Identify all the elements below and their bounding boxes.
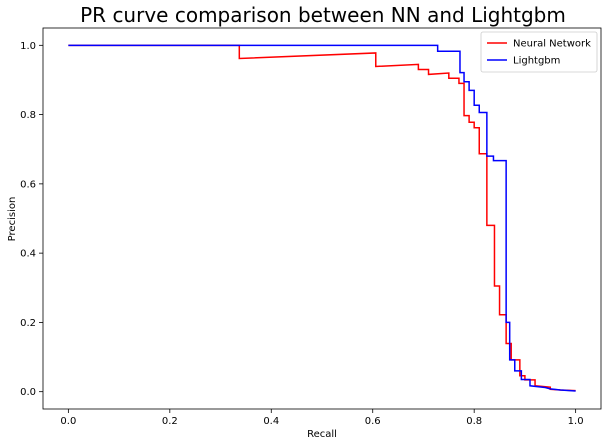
y-tick-label: 0.8	[20, 110, 36, 121]
y-axis-label: Precision	[7, 197, 18, 242]
x-tick-label: 0.4	[263, 416, 279, 427]
series-line-neural-network	[68, 44, 576, 392]
x-tick-label: 0.8	[466, 416, 482, 427]
x-axis: 0.0 0.2 0.4 0.6 0.8 1.0	[60, 409, 584, 427]
legend-box	[480, 31, 598, 73]
legend-label: Neural Network	[513, 39, 591, 50]
x-tick-label: 0.0	[60, 416, 76, 427]
x-tick-label: 1.0	[568, 416, 584, 427]
y-tick-label: 1.0	[20, 41, 36, 52]
chart-title: PR curve comparison between NN and Light…	[80, 3, 566, 27]
y-axis: 0.0 0.2 0.4 0.6 0.8 1.0	[20, 41, 43, 398]
plot-area	[42, 27, 602, 410]
series-layer	[68, 44, 576, 392]
y-tick-label: 0.0	[20, 387, 36, 398]
y-tick-label: 0.4	[20, 249, 36, 260]
legend-label: Lightgbm	[513, 56, 560, 67]
series-line-lightgbm	[68, 44, 576, 392]
x-axis-label: Recall	[307, 429, 337, 440]
x-tick-label: 0.2	[162, 416, 178, 427]
x-tick-label: 0.6	[365, 416, 381, 427]
y-tick-label: 0.6	[20, 179, 36, 190]
legend: Neural Network Lightgbm	[480, 31, 598, 73]
y-tick-label: 0.2	[20, 318, 36, 329]
